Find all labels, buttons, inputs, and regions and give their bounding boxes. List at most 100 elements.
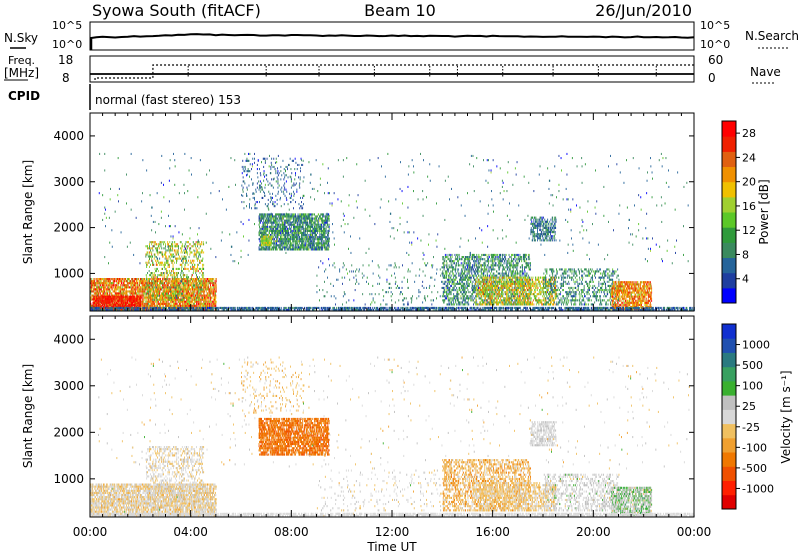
scatter-cell (199, 282, 200, 285)
scatter-cell (288, 231, 290, 234)
scatter-cell (294, 223, 296, 226)
scatter-cell (188, 296, 189, 299)
freq-label: Freq. (8, 54, 35, 67)
scatter-cell (107, 295, 109, 298)
scatter-cell (120, 284, 122, 287)
scatter-cell (160, 243, 162, 246)
scatter-cell (135, 299, 137, 302)
scatter-cell (176, 280, 178, 283)
scatter-cell (279, 246, 281, 249)
scatter-cell (105, 306, 107, 309)
scatter-cell (163, 272, 164, 275)
scatter-cell (196, 284, 198, 287)
scatter-cell (143, 280, 145, 283)
scatter-cell (276, 244, 278, 247)
scatter-cell (164, 284, 166, 287)
scatter-cell (98, 280, 100, 283)
scatter-cell (171, 253, 172, 256)
scatter-cell (168, 288, 170, 291)
scatter-cell (195, 296, 197, 299)
scatter-cell (168, 282, 170, 285)
scatter-cell (124, 292, 126, 295)
scatter-cell (166, 278, 168, 281)
scatter-cell (148, 259, 150, 262)
scatter-cell (134, 278, 135, 281)
scatter-cell (283, 215, 285, 218)
scatter-cell (137, 303, 139, 306)
scatter-cell (172, 298, 174, 301)
scatter-cell (148, 292, 150, 295)
scatter-cell (201, 251, 203, 254)
scatter-cell (108, 295, 109, 298)
scatter-cell (185, 302, 187, 305)
scatter-cell (281, 240, 283, 243)
scatter-cell (280, 219, 282, 222)
scatter-cell (161, 272, 163, 275)
scatter-cell (191, 286, 193, 289)
scatter-cell (92, 294, 94, 297)
scatter-cell (160, 294, 162, 297)
scatter-cell (166, 302, 168, 305)
scatter-cell (203, 274, 205, 277)
scatter-cell (215, 286, 217, 289)
scatter-cell (146, 304, 148, 307)
scatter-cell (195, 241, 197, 244)
scatter-cell (147, 306, 149, 309)
scatter-cell (183, 282, 184, 285)
scatter-cell (105, 290, 107, 293)
scatter-cell (137, 288, 139, 291)
scatter-cell (159, 298, 161, 301)
scatter-cell (119, 292, 121, 295)
scatter-cell (106, 297, 108, 300)
scatter-cell (149, 245, 150, 248)
scatter-cell (203, 300, 205, 303)
scatter-cell (186, 247, 188, 250)
scatter-cell (175, 290, 177, 293)
scatter-cell (274, 246, 275, 249)
scatter-cell (163, 294, 165, 297)
scatter-cell (114, 299, 116, 302)
scatter-cell (189, 286, 190, 289)
scatter-cell (167, 288, 169, 291)
scatter-cell (148, 298, 150, 301)
scatter-cell (206, 282, 208, 285)
scatter-cell (106, 286, 108, 289)
scatter-cell (97, 294, 99, 297)
scatter-cell (165, 292, 167, 295)
scatter-cell (112, 299, 114, 302)
scatter-cell (164, 288, 166, 291)
scatter-cell (175, 288, 176, 291)
scatter-cell (293, 240, 294, 243)
scatter-cell (104, 282, 106, 285)
scatter-cell (214, 302, 216, 305)
scatter-cell (120, 288, 122, 291)
scatter-cell (185, 280, 187, 283)
scatter-cell (174, 298, 176, 301)
scatter-cell (210, 292, 212, 295)
scatter-cell (121, 282, 123, 285)
scatter-cell (180, 280, 182, 283)
scatter-cell (184, 290, 185, 293)
scatter-cell (284, 221, 286, 224)
scatter-cell (211, 282, 213, 285)
scatter-cell (186, 253, 188, 256)
scatter-cell (118, 292, 120, 295)
scatter-cell (147, 255, 149, 258)
scatter-cell (162, 276, 164, 279)
scatter-cell (154, 282, 156, 285)
scatter-cell (157, 282, 158, 285)
scatter-cell (99, 286, 101, 289)
scatter-cell (176, 267, 177, 270)
scatter-cell (176, 306, 178, 309)
scatter-cell (194, 243, 196, 246)
scatter-cell (177, 280, 179, 283)
scatter-cell (143, 300, 145, 303)
scatter-cell (290, 223, 291, 226)
scatter-cell (267, 217, 269, 220)
scatter-cell (150, 294, 152, 297)
scatter-cell (140, 308, 142, 311)
scatter-cell (157, 294, 159, 297)
scatter-cell (176, 282, 177, 285)
scatter-cell (94, 284, 96, 287)
scatter-cell (144, 284, 146, 287)
